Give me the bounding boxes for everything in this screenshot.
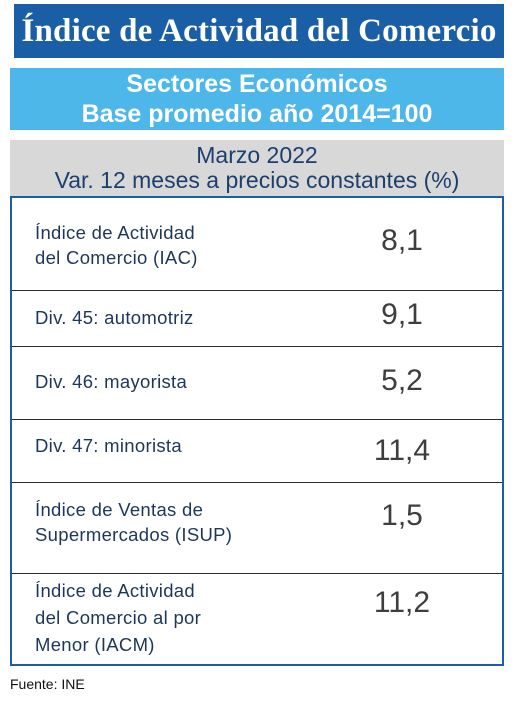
row-divider <box>12 573 502 574</box>
row-label-line: Índice de Ventas de <box>35 499 204 520</box>
row-value: 1,5 <box>381 499 423 532</box>
row-value: 5,2 <box>381 364 423 397</box>
row-label-line: Div. 46: mayorista <box>35 371 188 392</box>
table-row: Índice de Actividad del Comercio al por … <box>12 574 502 664</box>
row-divider <box>12 346 502 347</box>
row-divider <box>12 419 502 420</box>
subtitle-banner: Sectores Económicos Base promedio año 20… <box>10 68 504 130</box>
row-divider <box>12 290 502 291</box>
row-label: Índice de Ventas de Supermercados (ISUP) <box>35 497 280 547</box>
row-value: 9,1 <box>381 298 423 331</box>
row-value: 11,4 <box>373 434 431 467</box>
subtitle-line-2: Base promedio año 2014=100 <box>81 100 433 128</box>
table-row: Div. 47: minorista 11,4 <box>12 420 502 482</box>
period-line-2: Var. 12 meses a precios constantes (%) <box>54 167 460 193</box>
row-label-line: Div. 47: minorista <box>35 435 182 456</box>
row-label-line: Div. 45: automotriz <box>35 307 194 328</box>
row-label-line: del Comercio al por <box>35 607 202 628</box>
page-title: Índice de Actividad del Comercio <box>14 4 504 58</box>
row-value: 8,1 <box>381 224 423 257</box>
row-label: Div. 46: mayorista <box>35 369 280 394</box>
table-row: Índice de Ventas de Supermercados (ISUP)… <box>12 483 502 573</box>
page-title-text: Índice de Actividad del Comercio <box>21 12 497 49</box>
table-row: Índice de Actividad del Comercio (IAC) 8… <box>12 198 502 290</box>
row-label-line: Índice de Actividad <box>35 222 195 243</box>
row-label: Div. 47: minorista <box>35 433 280 458</box>
source-note: Fuente: INE <box>10 676 85 692</box>
row-value: 11,2 <box>373 586 431 619</box>
subtitle-line-1: Sectores Económicos <box>126 70 388 98</box>
indicator-table: Índice de Actividad del Comercio (IAC) 8… <box>10 196 504 666</box>
row-label-line: del Comercio (IAC) <box>35 247 198 268</box>
table-row: Div. 45: automotriz 9,1 <box>12 291 502 346</box>
row-label-line: Menor (IACM) <box>35 634 155 655</box>
row-label: Índice de Actividad del Comercio (IAC) <box>35 220 280 270</box>
row-divider <box>12 482 502 483</box>
period-line-1: Marzo 2022 <box>196 142 318 168</box>
table-row: Div. 46: mayorista 5,2 <box>12 347 502 419</box>
row-label: Índice de Actividad del Comercio al por … <box>35 577 280 658</box>
row-label-line: Supermercados (ISUP) <box>35 524 233 545</box>
row-label: Div. 45: automotriz <box>35 305 280 330</box>
period-banner: Marzo 2022 Var. 12 meses a precios const… <box>10 140 504 196</box>
row-label-line: Índice de Actividad <box>35 580 195 601</box>
